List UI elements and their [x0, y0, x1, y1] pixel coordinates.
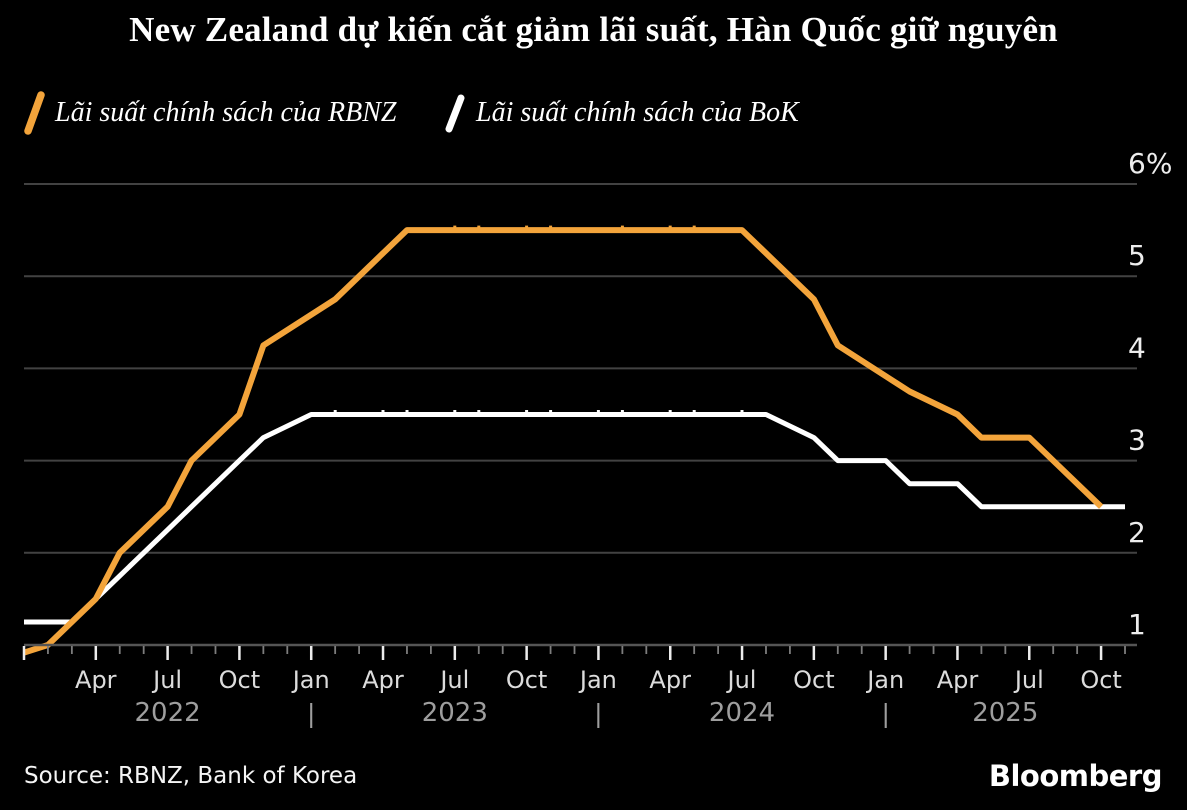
series-group: [24, 225, 1125, 656]
hold-marker-bok: [549, 410, 553, 415]
x-month-label: Apr: [362, 666, 404, 694]
bok-line-swatch-icon: [445, 94, 465, 133]
x-month-label: Apr: [649, 666, 691, 694]
legend-item-rbnz: Lãi suất chính sách của RBNZ: [24, 90, 396, 136]
hold-marker-rbnz: [525, 225, 529, 231]
legend-label-rbnz: Lãi suất chính sách của RBNZ: [55, 97, 397, 128]
hold-marker-bok: [405, 410, 409, 415]
legend-item-bok: Lãi suất chính sách của BoK: [445, 90, 799, 136]
source-note: Source: RBNZ, Bank of Korea: [24, 763, 358, 789]
hold-marker-rbnz: [477, 225, 481, 231]
x-month-label: Jan: [865, 666, 904, 694]
hold-marker-rbnz: [692, 225, 696, 231]
year-separator: |: [594, 699, 602, 728]
y-tick-label: 3: [1128, 424, 1146, 457]
hold-marker-bok: [668, 410, 672, 415]
rbnz-line-swatch-icon: [24, 91, 45, 135]
hold-marker-bok: [477, 410, 481, 415]
x-month-label: Apr: [937, 666, 979, 694]
hold-marker-bok: [740, 410, 744, 415]
x-month-label: Oct: [1080, 666, 1122, 694]
year-label: 2022: [135, 698, 201, 728]
hold-marker-rbnz: [668, 225, 672, 231]
hold-marker-bok: [692, 410, 696, 415]
legend-label-bok: Lãi suất chính sách của BoK: [476, 97, 799, 128]
y-tick-label: 6%: [1128, 147, 1172, 180]
x-month-label: Oct: [793, 666, 835, 694]
y-tick-label: 2: [1128, 516, 1146, 549]
rbnz-swatch-stroke: [24, 91, 45, 135]
x-month-label: Oct: [219, 666, 261, 694]
chart-title: New Zealand dự kiến cắt giảm lãi suất, H…: [129, 10, 1058, 49]
x-month-label: Jan: [291, 666, 330, 694]
year-label: 2025: [972, 698, 1038, 728]
series-line-rbnz: [24, 227, 1104, 656]
hold-marker-rbnz: [453, 225, 457, 231]
y-tick-label: 5: [1128, 239, 1146, 272]
legend: Lãi suất chính sách của RBNZ Lãi suất ch…: [0, 90, 1187, 136]
series-line-bok: [24, 412, 1125, 625]
hold-marker-rbnz: [549, 225, 553, 231]
x-month-label: Jan: [578, 666, 617, 694]
year-separator: |: [307, 699, 315, 728]
year-separator: |: [881, 699, 889, 728]
x-month-label: Apr: [75, 666, 117, 694]
hold-marker-rbnz: [620, 225, 624, 231]
hold-marker-bok: [453, 410, 457, 415]
x-month-label: Jul: [1013, 666, 1044, 694]
x-month-label: Jul: [151, 666, 182, 694]
year-label: 2024: [709, 698, 775, 728]
bloomberg-logo: Bloomberg: [988, 759, 1163, 793]
hold-marker-bok: [381, 410, 385, 415]
x-month-label: Jul: [438, 666, 469, 694]
bok-swatch-stroke: [445, 94, 465, 133]
x-month-label: Jul: [726, 666, 757, 694]
hold-marker-bok: [620, 410, 624, 415]
hold-marker-bok: [333, 410, 337, 415]
hold-marker-bok: [596, 410, 600, 415]
hold-marker-bok: [525, 410, 529, 415]
y-tick-label: 1: [1128, 608, 1146, 641]
y-tick-label: 4: [1128, 331, 1146, 364]
x-month-label: Oct: [506, 666, 548, 694]
year-label: 2023: [422, 698, 488, 728]
